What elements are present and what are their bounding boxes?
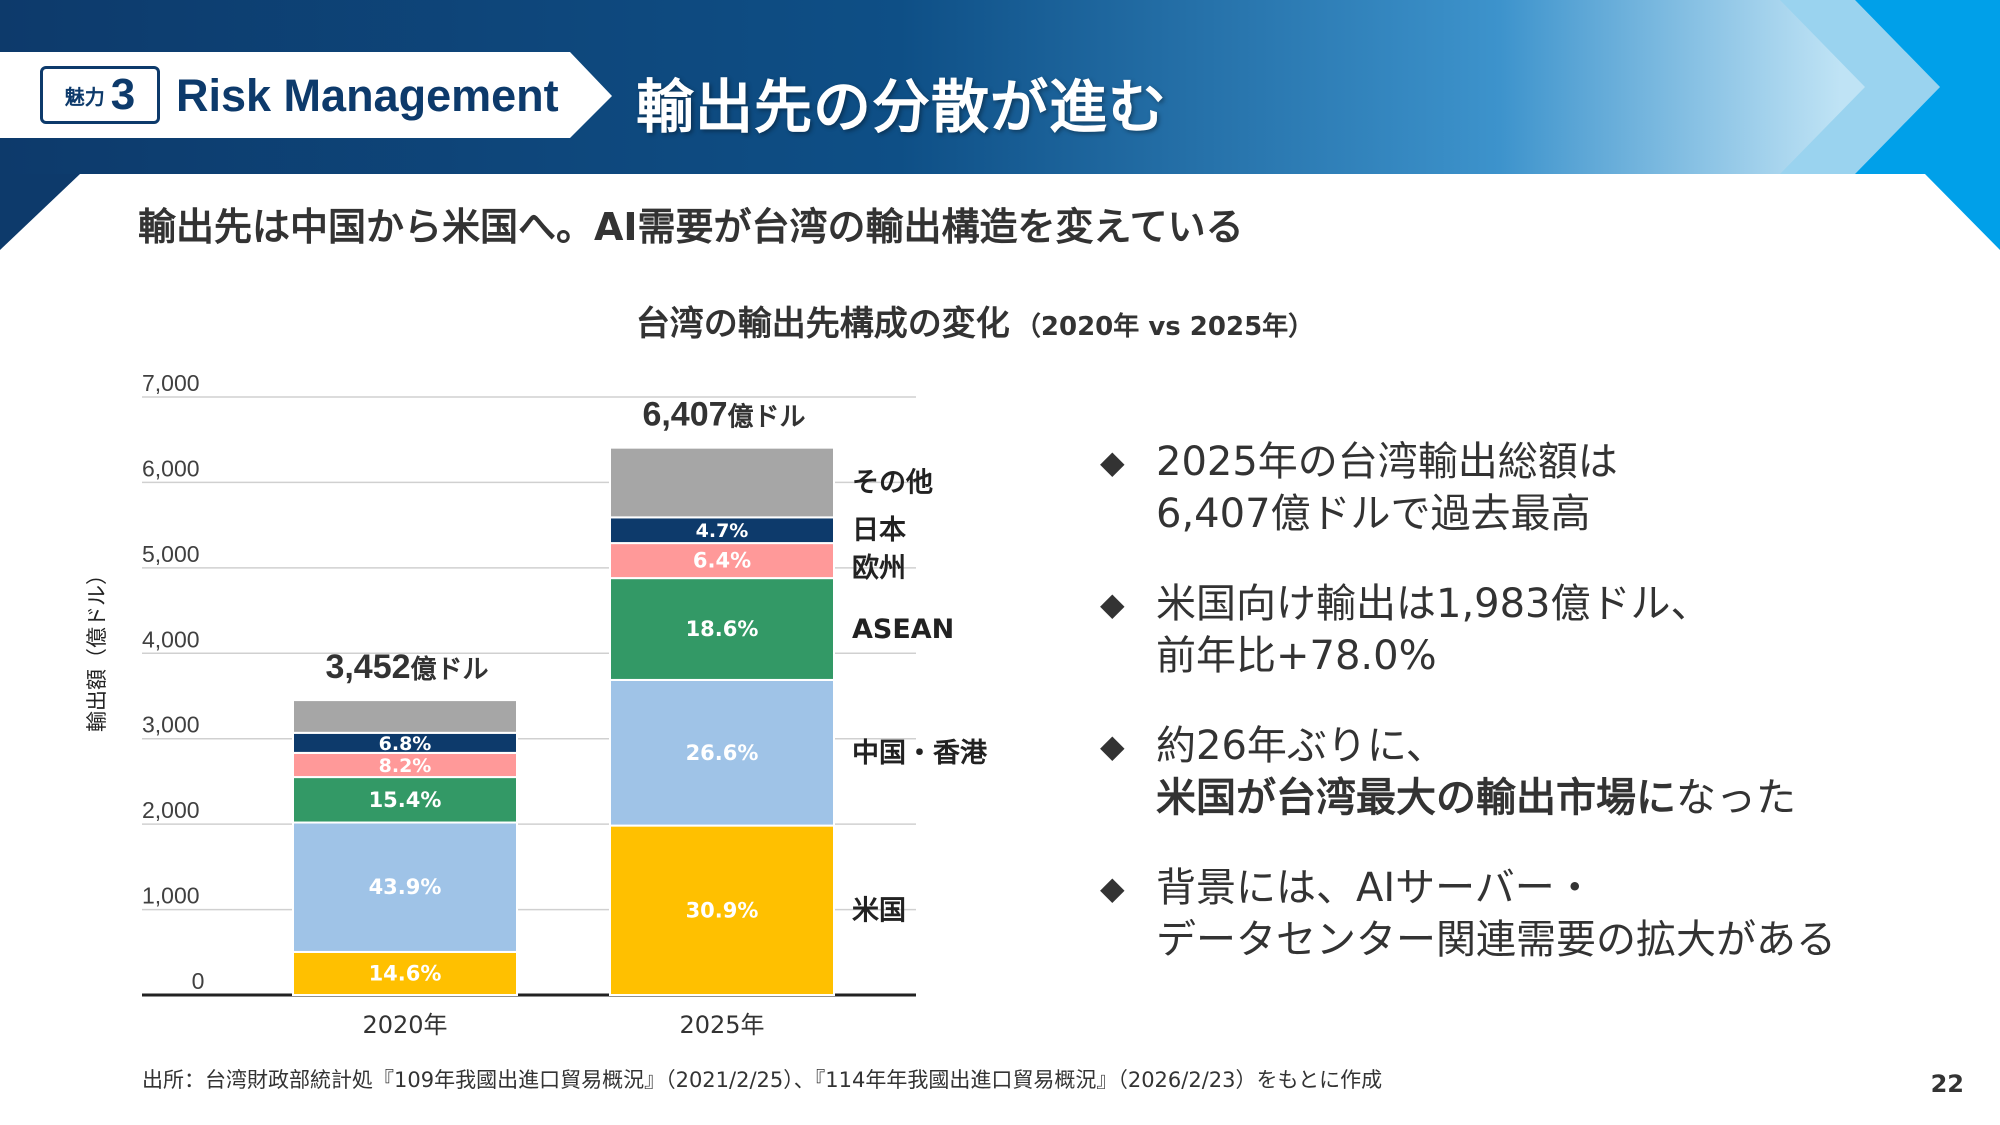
y-tick-label: 2,000 — [142, 797, 200, 823]
bar-segment — [292, 699, 518, 734]
bar-segment — [609, 577, 835, 681]
section-label: Risk Management — [176, 70, 559, 121]
bullet-line: 約26年ぶりに、 — [1156, 720, 1976, 772]
bar-segment — [609, 824, 835, 997]
bullet-text: 約26年ぶりに、 — [1156, 723, 1446, 769]
bullet-text: 6,407億ドルで過去最高 — [1156, 491, 1591, 537]
bullet-text: なった — [1676, 775, 1796, 821]
banner-chevron-light — [1780, 0, 1940, 174]
bar-segment — [609, 678, 835, 827]
bar-segment — [609, 542, 835, 580]
series-label: ASEAN — [852, 614, 954, 645]
data-label: 18.6% — [686, 617, 759, 641]
bullet-list: ◆ 2025年の台湾輸出総額は 6,407億ドルで過去最高 ◆ 米国向け輸出は1,983… — [1096, 436, 1976, 1004]
chart-title-main: 台湾の輸出先構成の変化 — [635, 304, 1010, 344]
data-label: 4.7% — [696, 520, 749, 542]
x-tick-label: 2025年 — [679, 1011, 764, 1039]
y-tick-label: 3,000 — [142, 712, 200, 738]
chart-title: 台湾の輸出先構成の変化 （2020年 vs 2025年） — [0, 296, 1950, 345]
bullet-item: ◆ 約26年ぶりに、 米国が台湾最大の輸出市場になった — [1096, 720, 1976, 824]
bar-segment — [609, 446, 835, 519]
series-label: 欧州 — [852, 553, 906, 584]
diamond-bullet-icon: ◆ — [1100, 727, 1125, 765]
series-label: 日本 — [852, 515, 906, 546]
bullet-item: ◆ 背景には、AIサーバー・データセンター関連需要の拡大がある — [1096, 862, 1976, 966]
bullet-line: 2025年の台湾輸出総額は — [1156, 436, 1976, 488]
diamond-bullet-icon: ◆ — [1100, 443, 1125, 481]
bullet-text: データセンター関連需要の拡大がある — [1156, 917, 1836, 963]
data-label: 6.4% — [693, 549, 751, 573]
banner-right-arrow — [1855, 0, 2000, 250]
y-tick-label: 5,000 — [142, 541, 200, 567]
series-label: 中国・香港 — [852, 738, 988, 769]
bar-segment — [292, 821, 518, 953]
x-tick-label: 2020年 — [362, 1011, 447, 1039]
data-label: 15.4% — [369, 788, 442, 812]
banner-left-wedge — [0, 174, 80, 250]
bullet-line: 前年比+78.0% — [1156, 630, 1976, 682]
y-tick-label: 1,000 — [142, 883, 200, 909]
badge-text: 魅力 — [64, 84, 105, 109]
y-tick-label: 0 — [192, 968, 205, 994]
bullet-emphasis: 米国が台湾最大の輸出市場に — [1156, 775, 1676, 821]
data-label: 30.9% — [686, 898, 759, 922]
header-banner — [0, 0, 2000, 250]
bullet-text: 2025年の台湾輸出総額は — [1156, 439, 1618, 485]
series-label: 米国 — [852, 895, 906, 926]
bar-segment — [292, 776, 518, 824]
bullet-item: ◆ 米国向け輸出は1,983億ドル、 前年比+78.0% — [1096, 578, 1976, 682]
total-label: 6,407億ドル — [642, 396, 805, 434]
y-tick-label: 6,000 — [142, 455, 200, 481]
bullet-item: ◆ 2025年の台湾輸出総額は 6,407億ドルで過去最高 — [1096, 436, 1976, 540]
bullet-text: 米国向け輸出は1,983億ドル、 — [1156, 581, 1711, 627]
y-axis-label: 輸出額（億ドル） — [85, 564, 109, 732]
diamond-bullet-icon: ◆ — [1100, 869, 1125, 907]
data-label: 6.8% — [379, 733, 432, 755]
data-label: 14.6% — [369, 961, 442, 985]
slide-subtitle: 輸出先は中国から米国へ。AI需要が台湾の輸出構造を変えている — [138, 205, 1244, 249]
series-label: その他 — [852, 468, 933, 499]
stacked-bar-chart: 0 1,000 2,000 3,000 4,000 5,000 6,000 7,000 輸出額（… — [85, 370, 988, 1039]
data-label: 26.6% — [686, 741, 759, 765]
badge-number: 3 — [110, 70, 136, 119]
attraction-badge: 魅力 3 — [40, 66, 160, 124]
bullet-line: 米国向け輸出は1,983億ドル、 — [1156, 578, 1976, 630]
total-label: 3,452億ドル — [325, 648, 488, 686]
bullet-text: 前年比+78.0% — [1156, 633, 1437, 679]
bullet-line: データセンター関連需要の拡大がある — [1156, 914, 1976, 966]
data-label: 43.9% — [369, 875, 442, 899]
slide-title: 輸出先の分散が進む — [636, 73, 1168, 141]
bullet-text: 背景には、AIサーバー・ — [1156, 865, 1595, 911]
diamond-bullet-icon: ◆ — [1100, 585, 1125, 623]
source-note: 出所：台湾財政部統計処『109年我國出進口貿易概況』（2021/2/25）、『1… — [142, 1068, 1383, 1092]
bullet-line: 6,407億ドルで過去最高 — [1156, 488, 1976, 540]
y-tick-label: 7,000 — [142, 370, 200, 396]
bullet-line: 背景には、AIサーバー・ — [1156, 862, 1976, 914]
page-number: 22 — [1930, 1070, 1964, 1098]
y-tick-label: 4,000 — [142, 626, 200, 652]
data-label: 8.2% — [379, 755, 432, 777]
chart-title-sub: （2020年 vs 2025年） — [1014, 312, 1315, 342]
bullet-line: 米国が台湾最大の輸出市場になった — [1156, 772, 1976, 824]
